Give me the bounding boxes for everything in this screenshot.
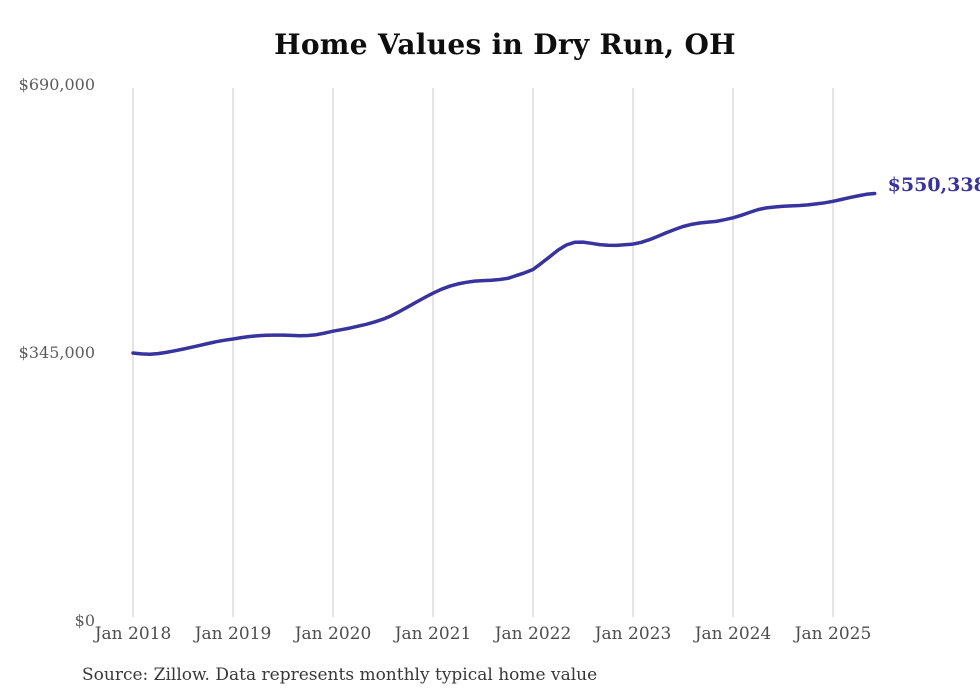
end-value-label: $550,338	[887, 174, 980, 197]
x-axis-tick-label: Jan 2024	[694, 624, 772, 644]
home-value-line	[131, 191, 877, 356]
x-axis-tick-label: Jan 2025	[794, 624, 872, 644]
x-axis-tick-label: Jan 2020	[294, 624, 372, 644]
y-axis-tick-label: $345,000	[18, 343, 95, 362]
y-axis-tick-label: $690,000	[18, 75, 95, 94]
x-axis-tick-label: Jan 2023	[594, 624, 672, 644]
x-axis-tick-label: Jan 2021	[394, 624, 472, 644]
x-axis-tick-label: Jan 2019	[194, 624, 272, 644]
y-axis-tick-label: $0	[74, 611, 95, 630]
source-note: Source: Zillow. Data represents monthly …	[82, 665, 598, 685]
chart-title: Home Values in Dry Run, OH	[274, 28, 736, 61]
x-axis-tick-label: Jan 2022	[494, 624, 572, 644]
x-axis-tick-label: Jan 2018	[94, 624, 172, 644]
